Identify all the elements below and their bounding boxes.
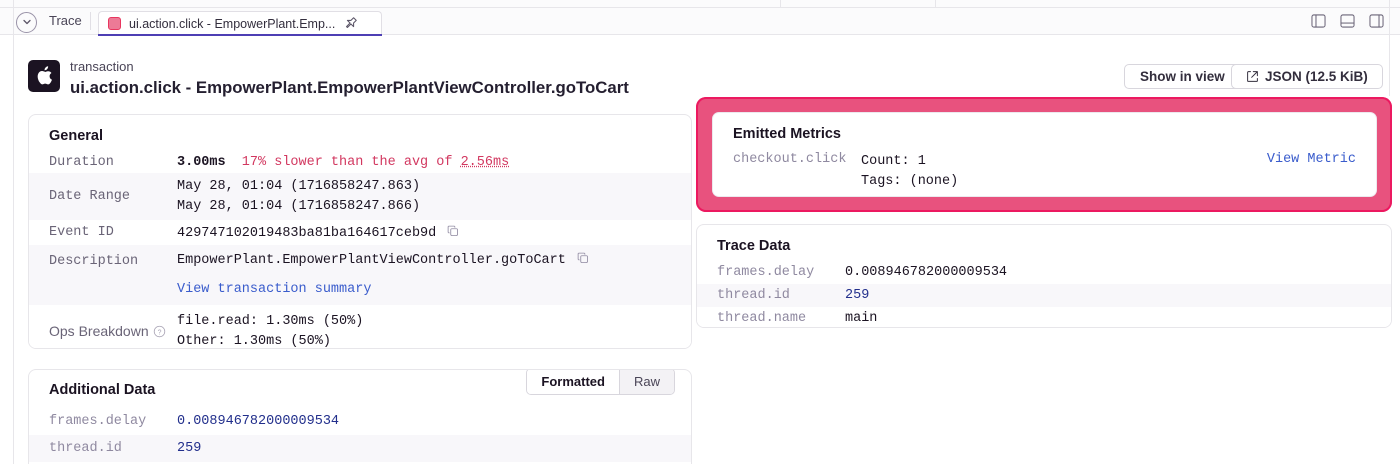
svg-text:?: ? — [157, 329, 161, 336]
